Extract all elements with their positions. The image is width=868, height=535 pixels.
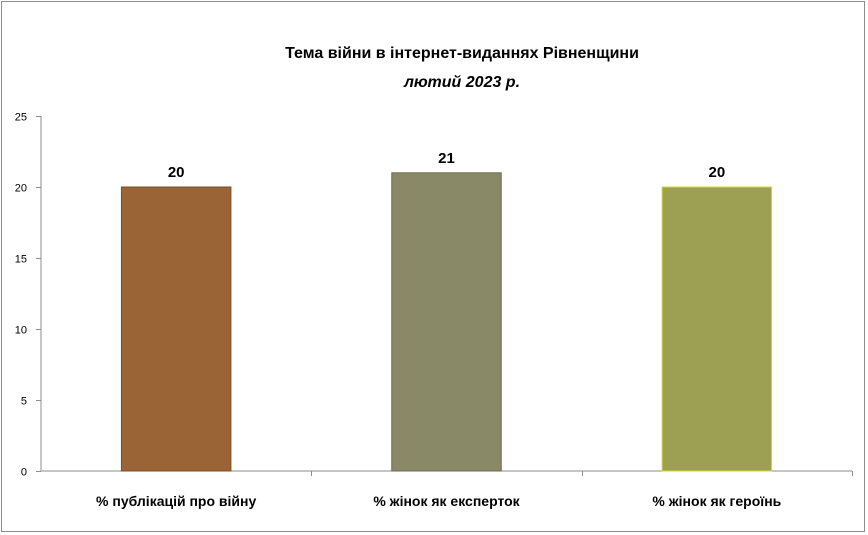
y-tick-label: 0 (21, 467, 27, 479)
chart-subtitle: лютий 2023 р. (403, 74, 521, 91)
data-label: 21 (438, 150, 455, 167)
y-tick-label: 25 (15, 112, 27, 124)
x-tick-label: % публікацій про війну (96, 493, 256, 509)
bar (120, 186, 232, 472)
x-tick-label: % жінок як героїнь (652, 493, 781, 509)
y-tick-label: 5 (21, 396, 27, 408)
y-tick-label: 10 (15, 325, 27, 337)
y-tick-label: 15 (15, 254, 27, 266)
data-label: 20 (708, 164, 725, 181)
bar (391, 172, 502, 472)
x-tick-label: % жінок як експерток (373, 493, 520, 509)
labels: 20 % публікацій про війну 21 % жінок як екс… (96, 150, 782, 509)
bars (120, 172, 773, 472)
y-tick-label: 20 (15, 183, 27, 195)
bar (661, 186, 773, 472)
data-label: 20 (168, 164, 185, 181)
chart-title: Тема війни в інтернет-виданнях Рівненщин… (285, 45, 639, 62)
